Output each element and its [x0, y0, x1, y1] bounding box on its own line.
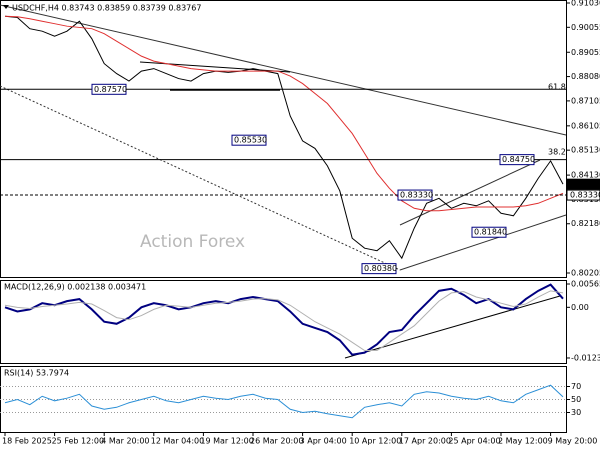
rsi-title: RSI(14) 53.7974: [4, 369, 69, 378]
price-label-box: [91, 83, 127, 95]
x-tick-label: 17 Apr 20:00: [399, 437, 451, 446]
x-tick-label: 12 Mar 04:00: [151, 437, 204, 446]
y-tick-label: 30: [571, 408, 581, 417]
x-tick-label: 26 Mar 20:00: [250, 437, 303, 446]
price-tag-label: 0.83330: [570, 191, 600, 200]
trendline: [344, 295, 561, 359]
price-tag: [566, 189, 600, 201]
y-tick-label: 0.90055: [571, 23, 600, 32]
level-line: [139, 61, 291, 73]
price-tag: [566, 178, 600, 190]
price-label-box: [499, 154, 535, 166]
price-tag-label: 0.83767: [570, 180, 600, 189]
x-tick-label: 4 Mar 20:00: [101, 437, 149, 446]
x-tick-label: 19 Mar 12:00: [200, 437, 253, 446]
y-tick-label: 0.89055: [571, 48, 600, 57]
y-tick-label: 70: [571, 382, 581, 391]
price-label-box: [231, 134, 267, 146]
trendline: [399, 159, 541, 226]
series-line: [4, 290, 564, 352]
series-line: [4, 15, 564, 260]
y-tick-label: 0.87105: [571, 96, 600, 105]
price-label: 0.84750: [502, 155, 535, 164]
x-tick-label: 3 Apr 04:00: [300, 437, 347, 446]
menu-arrow: [3, 5, 9, 9]
price-label: 0.87570: [94, 85, 127, 94]
fib-label: 61.8: [548, 83, 566, 92]
series-line: [4, 15, 564, 212]
price-panel: [0, 0, 567, 278]
y-tick-label: 0.80205: [571, 269, 600, 278]
y-tick-label: -0.012301: [571, 353, 600, 362]
chart-title: USDCHF,H4 0.83743 0.83859 0.83739 0.8376…: [12, 4, 201, 13]
trendline: [399, 214, 567, 271]
price-label-box: [361, 263, 397, 275]
x-tick-label: 25 Feb 12:00: [52, 437, 104, 446]
x-tick-label: 10 Apr 12:00: [349, 437, 401, 446]
series-line: [4, 384, 564, 419]
trendline: [0, 4, 567, 136]
y-tick-label: 0.86105: [571, 121, 600, 130]
macd-title: MACD(12,26,9) 0.002138 0.003471: [4, 283, 146, 292]
y-tick-label: 0.00: [571, 303, 589, 312]
price-label: 0.80380: [364, 264, 397, 273]
series-line: [4, 283, 564, 356]
price-label: 0.81840: [474, 228, 507, 237]
price-label-box: [471, 226, 507, 238]
price-label-box: [397, 189, 433, 201]
macd-panel: [0, 280, 567, 364]
x-tick-label: 25 Apr 04:00: [448, 437, 500, 446]
y-tick-label: 0.005659: [571, 280, 600, 289]
y-tick-label: 50: [571, 395, 581, 404]
x-tick-label: 18 Feb 2025: [2, 437, 52, 446]
fib-label: 38.2: [548, 148, 566, 157]
x-tick-label: 2 May 12:00: [498, 437, 548, 446]
x-tick-label: 9 May 20:00: [548, 437, 598, 446]
price-label: 0.85530: [234, 136, 267, 145]
watermark: Action Forex: [140, 232, 245, 252]
trendline: [0, 85, 401, 271]
price-label: 0.83330: [400, 191, 433, 200]
